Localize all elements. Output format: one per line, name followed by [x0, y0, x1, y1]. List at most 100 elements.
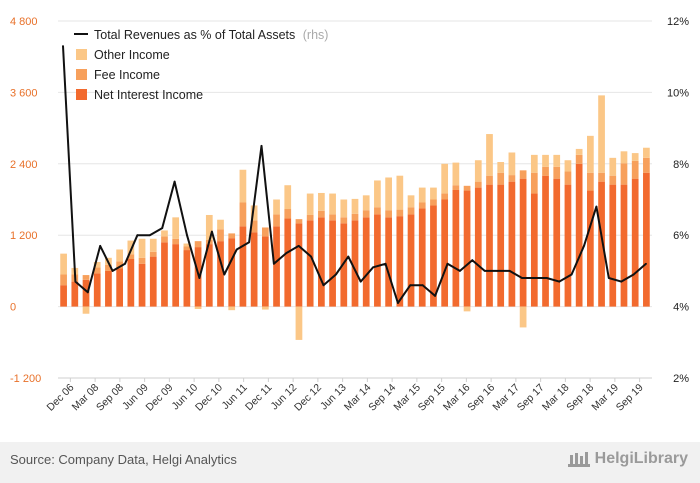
bar-net-interest-income: [542, 175, 549, 307]
bar-other-income: [407, 195, 415, 208]
source-note: Source: Company Data, Helgi Analytics: [10, 452, 237, 467]
bar-fee-income: [250, 220, 258, 233]
legend: Total Revenues as % of Total Assets (rhs…: [74, 28, 328, 102]
revenue-ratio-point: [62, 45, 64, 47]
bar-other-income: [217, 219, 224, 230]
bar-net-interest-income: [463, 190, 471, 307]
bar-fee-income: [497, 172, 505, 185]
x-tick-label: Dec 06: [44, 382, 76, 414]
y-tick-label: 2 400: [10, 159, 38, 171]
bar-fee-income: [564, 171, 572, 185]
bar-fee-income: [183, 246, 191, 251]
revenue-ratio-point: [446, 262, 449, 265]
revenue-ratio-point: [223, 273, 226, 276]
x-tick-label: Sep 14: [366, 382, 398, 414]
bar-net-interest-income: [575, 163, 583, 307]
library-icon: [567, 452, 590, 467]
bar-fee-income: [575, 154, 583, 164]
bar-net-interest-income: [497, 184, 505, 307]
revenue-ratio-point: [521, 277, 523, 279]
bar-other-income: [116, 249, 123, 262]
bar-other-income: [161, 230, 168, 237]
bar-net-interest-income: [183, 250, 191, 307]
revenue-ratio-point: [161, 227, 164, 230]
y2-tick-label: 10%: [667, 87, 689, 99]
bar-net-interest-income: [631, 178, 639, 307]
bar-other-income: [306, 193, 314, 215]
revenue-chart: -1 200 0 1 200 2 400 3 600 4 800 2% 4% 6% 8% 10% 1…: [10, 16, 689, 414]
revenue-ratio-point: [235, 248, 238, 251]
x-tick-label: Sep 16: [465, 382, 497, 414]
y2-tick-label: 12%: [667, 16, 689, 28]
revenue-ratio-point: [273, 262, 275, 265]
revenue-ratio-point: [248, 241, 251, 244]
bar-other-income: [127, 240, 135, 255]
bar-other-income: [250, 205, 258, 221]
bar-fee-income: [441, 193, 449, 200]
bar-fee-income: [542, 166, 549, 176]
bar-other-income: [362, 195, 370, 211]
y-tick-label: 1 200: [10, 230, 38, 242]
brand-logo: HelgiLibrary: [567, 450, 688, 468]
x-tick-label: Sep 08: [94, 382, 126, 414]
bar-net-interest-income: [598, 181, 605, 307]
bar-other-income: [430, 187, 437, 200]
bar-fee-income: [284, 209, 292, 219]
bar-fee-income: [418, 202, 426, 209]
bar-other-income: [530, 154, 538, 173]
bar-other-income: [205, 214, 213, 240]
bar-other-income: [620, 151, 628, 164]
bar-net-interest-income: [295, 223, 303, 307]
bar-fee-income: [463, 185, 471, 191]
bar-other-income: [418, 187, 426, 203]
bar-other-income: [82, 306, 90, 314]
bar-fee-income: [329, 214, 336, 221]
revenue-ratio-point: [99, 245, 102, 247]
bar-net-interest-income: [127, 259, 135, 307]
bar-other-income: [564, 160, 572, 172]
bar-fee-income: [60, 274, 67, 286]
x-tick-label: Dec 09: [143, 382, 175, 414]
revenue-ratio-point: [173, 180, 176, 183]
bar-other-income: [93, 261, 101, 268]
bar-other-income: [329, 193, 336, 215]
bar-series: [60, 95, 650, 340]
revenue-ratio-point: [583, 245, 585, 247]
bar-other-income: [474, 160, 482, 182]
bar-net-interest-income: [116, 268, 123, 307]
bar-fee-income: [340, 217, 348, 224]
bar-net-interest-income: [217, 241, 224, 307]
bar-net-interest-income: [620, 184, 628, 307]
footer: Source: Company Data, Helgi Analytics He…: [0, 442, 700, 483]
revenue-ratio-point: [124, 262, 126, 265]
bar-other-income: [228, 306, 236, 311]
svg-text:Total Revenues as % of Total A: Total Revenues as % of Total Assets (rhs…: [94, 28, 328, 42]
bar-other-income: [183, 243, 191, 247]
bar-other-income: [452, 162, 460, 186]
legend-item-line: Total Revenues as % of Total Assets (rhs…: [74, 28, 328, 42]
bar-net-interest-income: [553, 178, 561, 307]
legend-other-label: Other Income: [94, 48, 170, 62]
x-tick-label: Sep 18: [564, 382, 596, 414]
bar-net-interest-income: [340, 223, 348, 307]
bar-fee-income: [194, 241, 202, 248]
bar-other-income: [609, 157, 617, 176]
bar-other-income: [138, 238, 146, 258]
bar-other-income: [351, 198, 359, 214]
bar-net-interest-income: [407, 214, 415, 307]
bar-fee-income: [643, 157, 650, 173]
revenue-ratio-point: [409, 284, 412, 287]
revenue-ratio-point: [607, 277, 610, 279]
bar-other-income: [239, 169, 247, 203]
revenue-ratio-point: [570, 273, 573, 276]
bar-fee-income: [385, 210, 392, 218]
bar-other-income: [396, 175, 404, 210]
revenue-ratio-point: [198, 277, 201, 279]
revenue-ratio-point: [335, 273, 337, 276]
bar-fee-income: [318, 210, 325, 218]
bar-fee-income: [172, 238, 180, 245]
bar-fee-income: [295, 219, 303, 224]
bar-fee-income: [228, 233, 236, 239]
bar-other-income: [575, 148, 583, 155]
